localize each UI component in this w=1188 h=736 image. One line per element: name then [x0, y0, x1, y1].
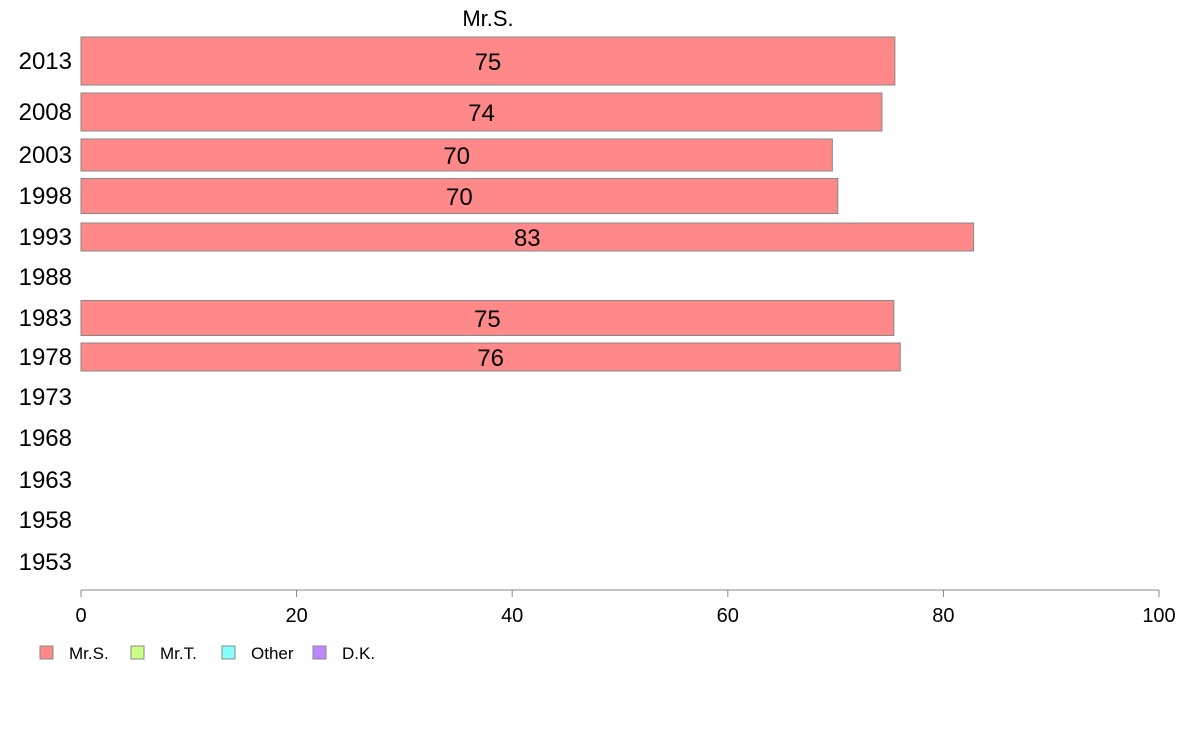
legend-label-3: D.K.	[342, 644, 375, 663]
bar-value-label-1978: 76	[477, 345, 504, 372]
category-label-1953: 1953	[19, 549, 72, 576]
bar-value-label-1998: 70	[446, 184, 473, 211]
x-tick-label-100: 100	[1142, 605, 1175, 627]
category-label-1973: 1973	[19, 384, 72, 411]
bar-1998	[80, 178, 839, 214]
category-labels: 2013 2008 2003 1998 1993 1988 1983 1978 1973 1968…	[19, 48, 72, 576]
category-label-1958: 1958	[19, 507, 72, 534]
bar-1993	[80, 222, 975, 252]
x-tick-label-40: 40	[501, 605, 523, 627]
legend-swatch-1	[130, 645, 145, 660]
bar-2013	[80, 36, 896, 86]
legend: Mr.S. Mr.T. Other D.K.	[39, 644, 375, 663]
x-axis: 0 20 40 60 80 100	[75, 589, 1176, 627]
legend-label-0: Mr.S.	[69, 644, 109, 663]
category-label-2008: 2008	[19, 99, 72, 126]
x-tick-label-80: 80	[932, 605, 954, 627]
legend-label-1: Mr.T.	[160, 644, 197, 663]
bar-value-label-2003: 70	[443, 143, 470, 170]
category-label-1998: 1998	[19, 183, 72, 210]
category-label-1993: 1993	[19, 224, 72, 251]
category-label-2013: 2013	[19, 48, 72, 75]
legend-swatch-3	[312, 645, 327, 660]
legend-label-2: Other	[251, 644, 294, 663]
category-label-2003: 2003	[19, 142, 72, 169]
category-label-1983: 1983	[19, 305, 72, 332]
bar-1978	[80, 342, 901, 372]
bar-2008	[80, 92, 883, 132]
category-label-1978: 1978	[19, 344, 72, 371]
bars-group: 75 74 70 70 83 75 76	[80, 36, 975, 372]
x-tick-label-0: 0	[75, 605, 86, 627]
x-tick-label-60: 60	[717, 605, 739, 627]
bar-value-label-1983: 75	[474, 306, 501, 333]
bar-value-label-2008: 74	[468, 100, 495, 127]
bar-value-label-1993: 83	[514, 225, 541, 252]
category-label-1963: 1963	[19, 467, 72, 494]
x-tick-label-20: 20	[285, 605, 307, 627]
series-header: Mr.S.	[462, 6, 513, 31]
legend-swatch-0	[39, 645, 54, 660]
bar-2003	[80, 138, 833, 172]
category-label-1968: 1968	[19, 425, 72, 452]
bar-value-label-2013: 75	[475, 49, 502, 76]
category-label-1988: 1988	[19, 264, 72, 291]
legend-swatch-2	[221, 645, 236, 660]
bar-1983	[80, 300, 895, 336]
